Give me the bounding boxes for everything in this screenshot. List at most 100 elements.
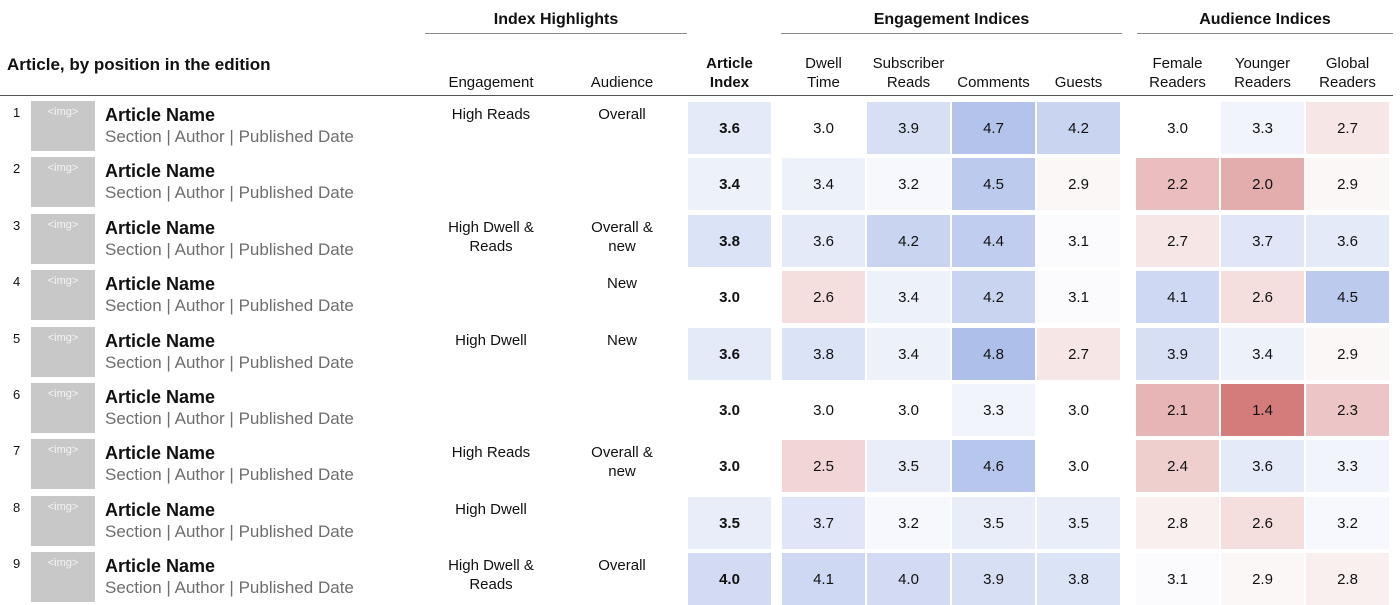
engagement-highlight: High Dwell & Reads xyxy=(448,219,534,255)
group-header-audience-indices: Audience Indices xyxy=(1199,11,1331,28)
audience-highlight: New xyxy=(606,332,637,349)
article-meta: Section | Author | Published Date xyxy=(105,127,354,146)
cell-subscriber-reads: 3.5 xyxy=(867,440,950,492)
cell-global-readers: 2.7 xyxy=(1306,102,1389,154)
table-row: 1 <img> Article Name Section | Author | … xyxy=(0,99,1400,154)
cell-comments: 4.2 xyxy=(952,271,1035,323)
cell-guests: 3.8 xyxy=(1037,553,1120,605)
cell-female-readers: 3.1 xyxy=(1136,553,1219,605)
cell-guests: 2.7 xyxy=(1037,328,1120,380)
cell-female-readers: 2.2 xyxy=(1136,158,1219,210)
group-header-engagement-indices: Engagement Indices xyxy=(873,11,1030,28)
cell-guests: 3.0 xyxy=(1037,440,1120,492)
cell-subscriber-reads: 4.0 xyxy=(867,553,950,605)
table-row: 7 <img> Article Name Section | Author | … xyxy=(0,437,1400,492)
group-divider xyxy=(781,33,1122,34)
cell-dwell-time: 3.4 xyxy=(782,158,865,210)
row-number: 1 xyxy=(13,105,21,120)
article-meta: Section | Author | Published Date xyxy=(105,353,354,372)
cell-global-readers: 2.9 xyxy=(1306,158,1389,210)
column-header-female-readers: Female Readers xyxy=(1149,55,1206,91)
article-name-link[interactable]: Article Name xyxy=(105,105,216,125)
article-name-link[interactable]: Article Name xyxy=(105,556,216,576)
audience-highlight: New xyxy=(606,275,637,292)
cell-global-readers: 2.9 xyxy=(1306,328,1389,380)
engagement-highlight: High Reads xyxy=(451,106,531,123)
table-title: Article, by position in the edition xyxy=(7,55,271,74)
cell-comments: 3.5 xyxy=(952,497,1035,549)
cell-dwell-time: 3.0 xyxy=(782,384,865,436)
table-row: 3 <img> Article Name Section | Author | … xyxy=(0,212,1400,267)
cell-article-index: 3.6 xyxy=(688,102,771,154)
cell-article-index: 3.8 xyxy=(688,215,771,267)
article-thumbnail[interactable]: <img> xyxy=(31,383,95,433)
cell-female-readers: 4.1 xyxy=(1136,271,1219,323)
engagement-highlight: High Dwell xyxy=(455,332,527,349)
cell-guests: 3.0 xyxy=(1037,384,1120,436)
table-row: 6 <img> Article Name Section | Author | … xyxy=(0,381,1400,436)
article-name-link[interactable]: Article Name xyxy=(105,274,216,294)
article-meta: Section | Author | Published Date xyxy=(105,240,354,259)
cell-younger-readers: 1.4 xyxy=(1221,384,1304,436)
cell-comments: 4.6 xyxy=(952,440,1035,492)
engagement-highlight: High Dwell & Reads xyxy=(448,557,534,593)
article-meta: Section | Author | Published Date xyxy=(105,522,354,541)
cell-guests: 4.2 xyxy=(1037,102,1120,154)
cell-younger-readers: 3.3 xyxy=(1221,102,1304,154)
cell-younger-readers: 3.4 xyxy=(1221,328,1304,380)
cell-female-readers: 2.8 xyxy=(1136,497,1219,549)
cell-subscriber-reads: 4.2 xyxy=(867,215,950,267)
audience-highlight: Overall xyxy=(598,557,646,574)
cell-guests: 3.1 xyxy=(1037,215,1120,267)
cell-comments: 4.8 xyxy=(952,328,1035,380)
article-meta: Section | Author | Published Date xyxy=(105,409,354,428)
article-thumbnail[interactable]: <img> xyxy=(31,270,95,320)
article-name-link[interactable]: Article Name xyxy=(105,331,216,351)
cell-global-readers: 3.6 xyxy=(1306,215,1389,267)
article-thumbnail[interactable]: <img> xyxy=(31,552,95,602)
column-header-guests: Guests xyxy=(1054,74,1103,91)
column-header-global-readers: Global Readers xyxy=(1319,55,1376,91)
cell-subscriber-reads: 3.4 xyxy=(867,271,950,323)
cell-global-readers: 3.2 xyxy=(1306,497,1389,549)
article-thumbnail[interactable]: <img> xyxy=(31,101,95,151)
article-name-link[interactable]: Article Name xyxy=(105,443,216,463)
cell-younger-readers: 2.0 xyxy=(1221,158,1304,210)
cell-comments: 3.3 xyxy=(952,384,1035,436)
cell-younger-readers: 2.6 xyxy=(1221,271,1304,323)
cell-younger-readers: 2.6 xyxy=(1221,497,1304,549)
cell-female-readers: 3.9 xyxy=(1136,328,1219,380)
table-row: 8 <img> Article Name Section | Author | … xyxy=(0,494,1400,549)
article-thumbnail[interactable]: <img> xyxy=(31,439,95,489)
audience-highlight: Overall xyxy=(598,106,646,123)
article-meta: Section | Author | Published Date xyxy=(105,296,354,315)
cell-article-index: 3.6 xyxy=(688,328,771,380)
cell-dwell-time: 2.6 xyxy=(782,271,865,323)
cell-younger-readers: 3.7 xyxy=(1221,215,1304,267)
row-number: 5 xyxy=(13,331,21,346)
article-meta: Section | Author | Published Date xyxy=(105,183,354,202)
article-name-link[interactable]: Article Name xyxy=(105,218,216,238)
article-name-link[interactable]: Article Name xyxy=(105,161,216,181)
cell-dwell-time: 2.5 xyxy=(782,440,865,492)
cell-subscriber-reads: 3.2 xyxy=(867,497,950,549)
cell-comments: 4.4 xyxy=(952,215,1035,267)
article-name-link[interactable]: Article Name xyxy=(105,500,216,520)
article-name-link[interactable]: Article Name xyxy=(105,387,216,407)
cell-subscriber-reads: 3.0 xyxy=(867,384,950,436)
cell-article-index: 3.0 xyxy=(688,271,771,323)
article-thumbnail[interactable]: <img> xyxy=(31,157,95,207)
article-thumbnail[interactable]: <img> xyxy=(31,496,95,546)
cell-younger-readers: 3.6 xyxy=(1221,440,1304,492)
article-thumbnail[interactable]: <img> xyxy=(31,327,95,377)
column-header-article-index: Article Index xyxy=(706,55,753,91)
cell-subscriber-reads: 3.9 xyxy=(867,102,950,154)
header-divider xyxy=(0,95,1393,96)
cell-comments: 4.7 xyxy=(952,102,1035,154)
cell-article-index: 3.4 xyxy=(688,158,771,210)
table-row: 4 <img> Article Name Section | Author | … xyxy=(0,268,1400,323)
cell-subscriber-reads: 3.4 xyxy=(867,328,950,380)
cell-article-index: 3.0 xyxy=(688,440,771,492)
column-header-dwell-time: Dwell Time xyxy=(805,55,842,91)
article-thumbnail[interactable]: <img> xyxy=(31,214,95,264)
